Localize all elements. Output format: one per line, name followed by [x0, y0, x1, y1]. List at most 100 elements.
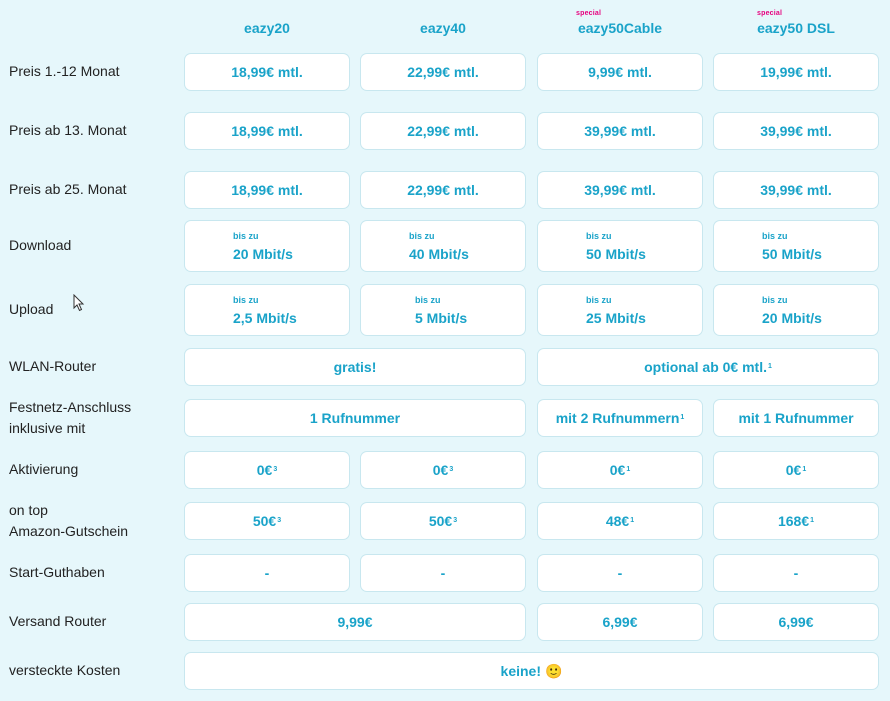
festnetz-cell: mit 2 Rufnummern 1 [538, 400, 702, 436]
versand-cell: 6,99€ [538, 604, 702, 640]
guthaben-cell: - [185, 555, 349, 591]
cell-prefix: bis zu [586, 230, 612, 241]
cell-value: 9,99€ [337, 614, 373, 630]
guthaben-cell: - [361, 555, 525, 591]
cell-value: 9,99€ mtl. [588, 64, 652, 80]
cell-value: 0€ [256, 462, 273, 478]
plan-name: eazy50 DSL [757, 20, 835, 36]
price-cell: 18,99€ mtl. [185, 54, 349, 90]
cell-prefix: bis zu [586, 294, 612, 305]
cell-value: 39,99€ mtl. [760, 182, 832, 198]
plan-name: eazy40 [420, 20, 466, 36]
aktivierung-cell: 0€ 1 [714, 452, 878, 488]
cell-value: 40 Mbit/s [409, 245, 469, 262]
cell-value: 0€ [609, 462, 626, 478]
plan-name: eazy20 [244, 20, 290, 36]
cell-value: mit 1 Rufnummer [738, 410, 854, 426]
cell-value: 5 Mbit/s [415, 309, 468, 326]
smiley-icon: 🙂 [545, 662, 563, 679]
row-label: WLAN-Router [9, 358, 97, 374]
cell-prefix: bis zu [233, 230, 259, 241]
aktivierung-cell: 0€ 1 [538, 452, 702, 488]
cell-prefix: bis zu [409, 230, 435, 241]
row-label: Upload [9, 301, 54, 317]
cell-value: - [617, 565, 623, 581]
cell-value: 20 Mbit/s [233, 245, 293, 262]
cell-value: 6,99€ [602, 614, 638, 630]
upload-cell: bis zu 5 Mbit/s [361, 285, 525, 335]
upload-cell: bis zu 20 Mbit/s [714, 285, 878, 335]
cell-value: 18,99€ mtl. [231, 123, 303, 139]
cell-value: 50 Mbit/s [762, 245, 822, 262]
amazon-cell: 48€ 1 [538, 503, 702, 539]
row-label: Aktivierung [9, 461, 79, 477]
guthaben-cell: - [538, 555, 702, 591]
price-cell: 19,99€ mtl. [714, 54, 878, 90]
row-label-line: on top [9, 502, 48, 518]
cell-value: 39,99€ mtl. [584, 123, 656, 139]
price-cell: 39,99€ mtl. [538, 113, 702, 149]
cell-value: 1 Rufnummer [309, 410, 401, 426]
amazon-cell: 168€ 1 [714, 503, 878, 539]
festnetz-cell: 1 Rufnummer [185, 400, 525, 436]
price-cell: 18,99€ mtl. [185, 172, 349, 208]
cell-value: 0€ [785, 462, 802, 478]
cell-value: 50 Mbit/s [586, 245, 646, 262]
cell-value: 50€ [428, 513, 453, 529]
download-cell: bis zu 50 Mbit/s [714, 221, 878, 271]
cell-value: 19,99€ mtl. [760, 64, 832, 80]
price-cell: 22,99€ mtl. [361, 113, 525, 149]
cell-value: - [793, 565, 799, 581]
row-label: Versand Router [9, 613, 107, 629]
row-label-line: Festnetz-Anschluss [9, 399, 132, 415]
download-cell: bis zu 40 Mbit/s [361, 221, 525, 271]
cell-value: 48€ [605, 513, 630, 529]
cell-value: 168€ [777, 513, 810, 529]
cell-prefix: bis zu [415, 294, 441, 305]
aktivierung-cell: 0€ 3 [185, 452, 349, 488]
festnetz-cell: mit 1 Rufnummer [714, 400, 878, 436]
row-label-line: Amazon-Gutschein [9, 523, 129, 539]
wlan-cell: gratis! [185, 349, 525, 385]
guthaben-cell: - [714, 555, 878, 591]
cell-value: 20 Mbit/s [762, 309, 822, 326]
cell-prefix: bis zu [762, 294, 788, 305]
cell-value: 2,5 Mbit/s [233, 309, 297, 326]
cell-prefix: bis zu [762, 230, 788, 241]
upload-cell: bis zu 2,5 Mbit/s [185, 285, 349, 335]
cell-value: 25 Mbit/s [586, 309, 646, 326]
row-label-line: inklusive mit [9, 420, 86, 436]
price-cell: 22,99€ mtl. [361, 54, 525, 90]
versand-cell: 6,99€ [714, 604, 878, 640]
cell-value: 39,99€ mtl. [584, 182, 656, 198]
cell-value: 0€ [432, 462, 449, 478]
mouse-cursor-icon [73, 294, 85, 312]
kosten-cell: keine! 🙂 [185, 653, 878, 689]
price-cell: 18,99€ mtl. [185, 113, 349, 149]
plan-header-eazy50cable: special eazy50Cable [538, 6, 702, 36]
plan-header-eazy50dsl: special eazy50 DSL [714, 6, 878, 36]
cell-value: optional ab 0€ mtl. [644, 359, 767, 375]
price-cell: 39,99€ mtl. [714, 113, 878, 149]
cell-value: 18,99€ mtl. [231, 182, 303, 198]
cell-value: keine! [500, 663, 542, 679]
row-label: Preis ab 13. Monat [9, 122, 127, 138]
wlan-cell: optional ab 0€ mtl. 1 [538, 349, 878, 385]
download-cell: bis zu 20 Mbit/s [185, 221, 349, 271]
download-cell: bis zu 50 Mbit/s [538, 221, 702, 271]
price-cell: 22,99€ mtl. [361, 172, 525, 208]
cell-value: - [440, 565, 446, 581]
row-label: Download [9, 237, 72, 253]
price-cell: 39,99€ mtl. [714, 172, 878, 208]
cell-value: 18,99€ mtl. [231, 64, 303, 80]
special-tag: special [576, 10, 602, 17]
cell-prefix: bis zu [233, 294, 259, 305]
plan-name: eazy50Cable [577, 20, 663, 36]
row-label: Start-Guthaben [9, 564, 105, 580]
plan-header-eazy40: eazy40 [361, 6, 525, 36]
amazon-cell: 50€ 3 [185, 503, 349, 539]
versand-cell: 9,99€ [185, 604, 525, 640]
row-label: Preis ab 25. Monat [9, 181, 127, 197]
price-cell: 9,99€ mtl. [538, 54, 702, 90]
